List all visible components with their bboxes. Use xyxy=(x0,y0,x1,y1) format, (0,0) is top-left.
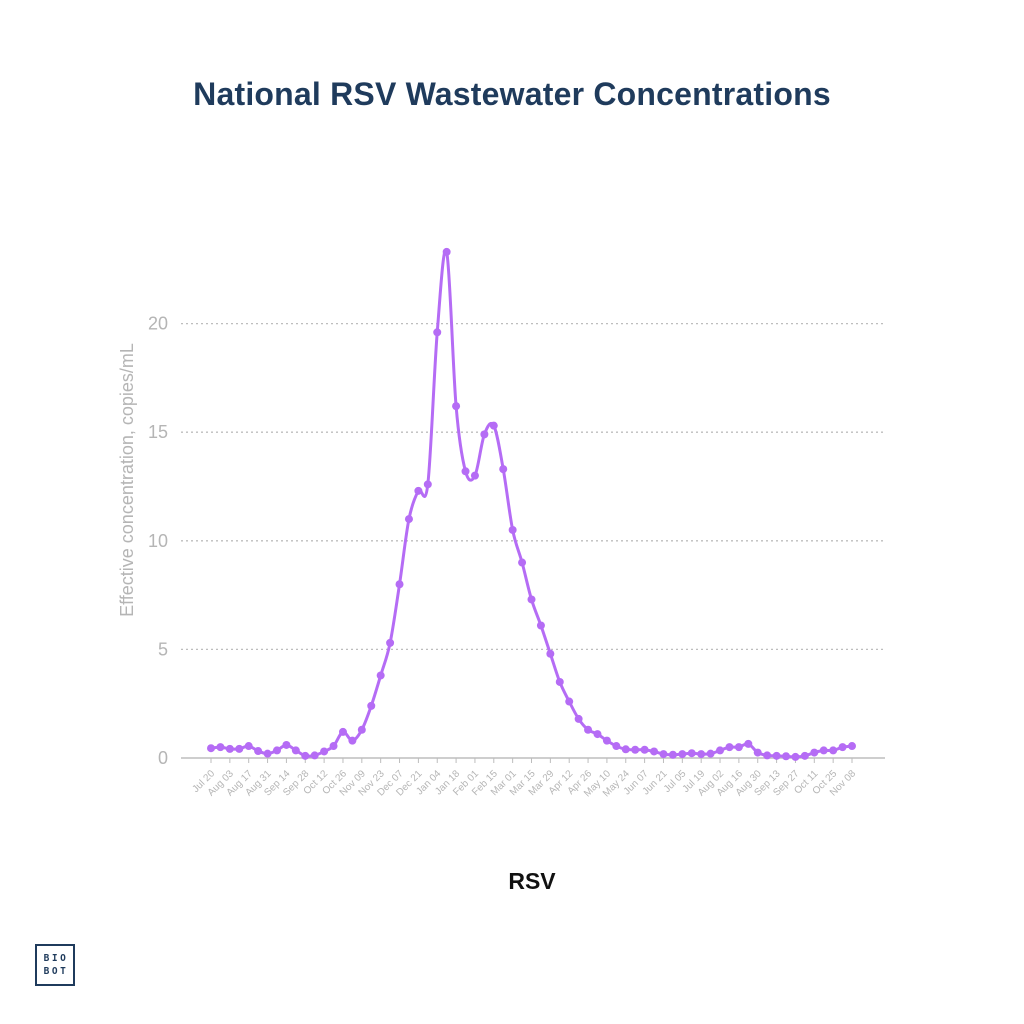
data-point xyxy=(480,430,489,439)
data-point xyxy=(546,649,555,658)
data-point xyxy=(584,725,593,734)
logo-line-2: BOT xyxy=(43,966,69,977)
data-point xyxy=(272,746,281,755)
data-point xyxy=(291,746,300,755)
data-point xyxy=(442,247,451,256)
data-point xyxy=(574,714,583,723)
data-point xyxy=(593,730,602,739)
data-point xyxy=(235,744,244,753)
data-point xyxy=(612,742,621,751)
data-point xyxy=(338,727,347,736)
data-point xyxy=(829,746,838,755)
y-axis-ticks: 0 5 10 15 20 xyxy=(148,314,168,768)
data-point xyxy=(499,465,508,474)
data-point xyxy=(782,752,791,761)
data-point xyxy=(772,751,781,760)
data-point xyxy=(395,580,404,589)
data-point xyxy=(848,742,856,751)
data-point xyxy=(367,701,376,710)
y-tick-label: 5 xyxy=(158,639,168,659)
series-line xyxy=(210,248,853,759)
data-point xyxy=(668,750,677,759)
y-tick-label: 10 xyxy=(148,531,168,551)
data-point xyxy=(763,751,772,760)
y-axis-label: Effective concentration, copies/mL xyxy=(117,343,137,617)
data-point xyxy=(244,742,253,751)
data-point xyxy=(518,558,527,567)
chart-title: National RSV Wastewater Concentrations xyxy=(193,76,831,112)
data-point xyxy=(725,743,734,752)
data-point xyxy=(423,480,432,489)
data-point xyxy=(734,743,743,752)
data-point xyxy=(527,595,536,604)
data-point xyxy=(631,745,640,754)
logo-line-1: BIO xyxy=(43,953,69,964)
data-point xyxy=(650,747,659,756)
data-point xyxy=(640,745,649,754)
data-point xyxy=(357,725,366,734)
data-point xyxy=(489,421,498,430)
data-point xyxy=(433,328,442,337)
data-point xyxy=(810,748,819,757)
grid-lines xyxy=(181,322,885,759)
data-point xyxy=(800,751,809,760)
data-point xyxy=(753,748,762,757)
data-point xyxy=(536,621,545,630)
data-point xyxy=(376,671,385,680)
data-point xyxy=(348,736,357,745)
data-point xyxy=(791,752,800,761)
data-point xyxy=(508,525,517,534)
data-point xyxy=(678,750,687,759)
data-point xyxy=(282,740,291,749)
data-point xyxy=(697,750,706,759)
data-point xyxy=(216,743,225,752)
y-tick-label: 20 xyxy=(148,314,168,334)
data-point xyxy=(404,515,413,524)
data-point xyxy=(819,746,828,755)
data-point xyxy=(386,638,395,647)
data-point xyxy=(565,697,574,706)
data-point xyxy=(621,745,630,754)
data-point xyxy=(207,744,215,753)
data-point xyxy=(706,749,715,758)
y-tick-label: 15 xyxy=(148,422,168,442)
data-point xyxy=(329,742,338,751)
data-point xyxy=(225,744,234,753)
data-point xyxy=(470,471,479,480)
biobot-logo: BIO BOT xyxy=(35,944,75,986)
data-point xyxy=(301,751,310,760)
data-point xyxy=(602,736,611,745)
chart-caption: RSV xyxy=(508,868,556,894)
data-point xyxy=(414,486,423,495)
data-point xyxy=(555,677,564,686)
data-point xyxy=(452,402,461,411)
data-point xyxy=(687,749,696,758)
data-point xyxy=(744,739,753,748)
y-tick-label: 0 xyxy=(158,748,168,768)
data-point xyxy=(254,747,263,756)
data-point xyxy=(310,751,319,760)
data-point xyxy=(659,750,668,759)
data-point xyxy=(461,467,470,476)
series-rsv xyxy=(207,247,856,761)
data-point xyxy=(320,747,329,756)
data-point xyxy=(716,746,725,755)
data-point xyxy=(263,749,272,758)
data-point xyxy=(838,743,847,752)
